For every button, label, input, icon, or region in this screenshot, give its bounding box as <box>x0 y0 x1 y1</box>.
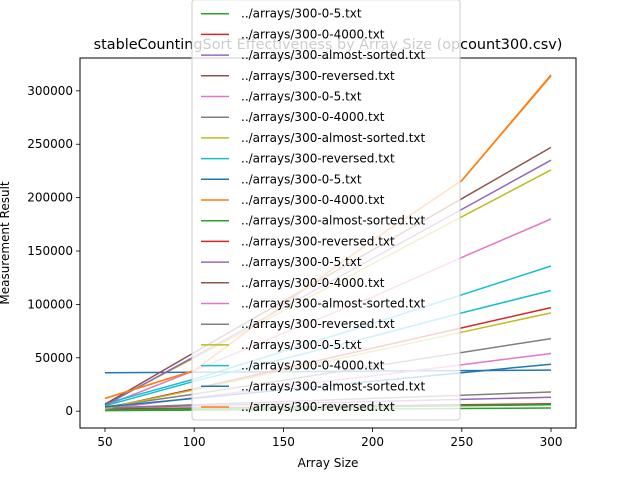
x-tick-label: 150 <box>272 435 295 449</box>
legend-label: ../arrays/300-reversed.txt <box>241 400 395 414</box>
legend-label: ../arrays/300-reversed.txt <box>241 234 395 248</box>
y-tick-label: 100000 <box>27 297 73 311</box>
y-axis-label: Measurement Result <box>0 181 12 305</box>
legend-label: ../arrays/300-0-5.txt <box>241 172 362 186</box>
x-tick-label: 200 <box>361 435 384 449</box>
y-tick-label: 200000 <box>27 191 73 205</box>
y-tick-label: 50000 <box>35 351 73 365</box>
legend-label: ../arrays/300-0-5.txt <box>241 338 362 352</box>
legend-box <box>191 0 461 421</box>
y-tick-label: 300000 <box>27 84 73 98</box>
legend-label: ../arrays/300-0-4000.txt <box>241 110 385 124</box>
legend-label: ../arrays/300-0-5.txt <box>241 90 362 104</box>
x-tick-label: 100 <box>183 435 206 449</box>
legend-label: ../arrays/300-0-4000.txt <box>241 359 385 373</box>
y-tick-label: 150000 <box>27 244 73 258</box>
axis-ticks: 50 100 150 200 250 300 0 50000 100000 150000 20000… <box>27 84 562 449</box>
legend-label: ../arrays/300-almost-sorted.txt <box>241 379 426 393</box>
legend-label: ../arrays/300-almost-sorted.txt <box>241 297 426 311</box>
y-tick-label: 0 <box>65 404 73 418</box>
legend-label: ../arrays/300-almost-sorted.txt <box>241 131 426 145</box>
x-tick-label: 300 <box>540 435 563 449</box>
x-axis-label: Array Size <box>298 456 359 470</box>
legend: ../arrays/300-0-5.txt ../arrays/300-0-400… <box>191 0 461 421</box>
legend-label: ../arrays/300-0-4000.txt <box>241 276 385 290</box>
legend-label: ../arrays/300-reversed.txt <box>241 317 395 331</box>
legend-label: ../arrays/300-reversed.txt <box>241 69 395 83</box>
legend-label: ../arrays/300-0-4000.txt <box>241 27 385 41</box>
x-tick-label: 50 <box>97 435 112 449</box>
legend-label: ../arrays/300-almost-sorted.txt <box>241 214 426 228</box>
legend-label: ../arrays/300-0-5.txt <box>241 7 362 21</box>
legend-label: ../arrays/300-0-4000.txt <box>241 193 385 207</box>
legend-label: ../arrays/300-reversed.txt <box>241 152 395 166</box>
legend-label: ../arrays/300-almost-sorted.txt <box>241 48 426 62</box>
legend-label: ../arrays/300-0-5.txt <box>241 255 362 269</box>
x-tick-label: 250 <box>450 435 473 449</box>
y-tick-label: 250000 <box>27 137 73 151</box>
